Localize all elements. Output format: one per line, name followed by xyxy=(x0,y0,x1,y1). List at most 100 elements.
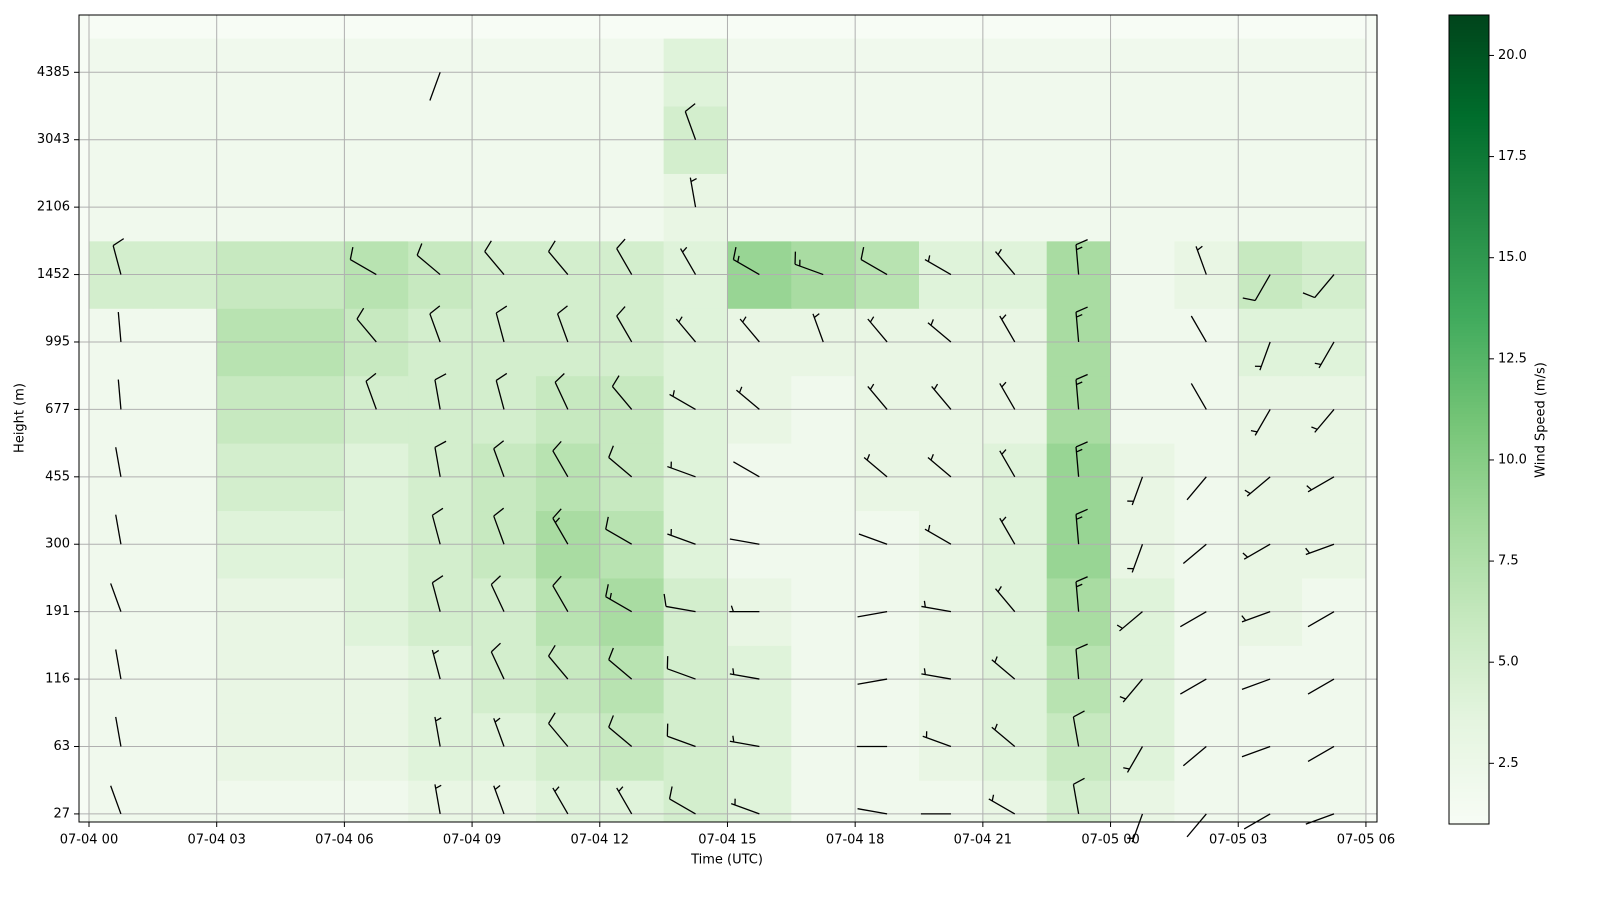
heatmap-cell xyxy=(919,780,984,823)
wind-barb xyxy=(431,575,444,612)
colorbar-segment xyxy=(1449,213,1489,217)
wind-barb xyxy=(1123,746,1144,773)
colorbar-segment xyxy=(1449,507,1489,511)
colorbar-segment xyxy=(1449,54,1489,58)
colorbar-segment xyxy=(1449,795,1489,799)
colorbar-tick-label: 2.5 xyxy=(1498,756,1519,771)
colorbar-segment xyxy=(1449,690,1489,694)
wind-barb xyxy=(431,649,441,680)
colorbar-segment xyxy=(1449,624,1489,628)
colorbar-segment xyxy=(1449,531,1489,535)
y-axis-label: Height (m) xyxy=(13,383,28,453)
wind-barb xyxy=(605,584,633,613)
wind-barb xyxy=(1127,476,1144,506)
colorbar-segment xyxy=(1449,303,1489,307)
colorbar-segment xyxy=(1449,654,1489,658)
colorbar-segment xyxy=(1449,768,1489,772)
colorbar-segment xyxy=(1449,771,1489,775)
colorbar-segment xyxy=(1449,315,1489,319)
colorbar-segment xyxy=(1449,495,1489,499)
colorbar-segment xyxy=(1449,504,1489,508)
colorbar-segment xyxy=(1449,174,1489,178)
colorbar-segment xyxy=(1449,399,1489,403)
wind-barb xyxy=(110,583,122,612)
colorbar-segment xyxy=(1449,24,1489,28)
wind-barb xyxy=(1307,678,1335,695)
wind-barb xyxy=(730,798,760,815)
colorbar-segment xyxy=(1449,492,1489,496)
wind-barb xyxy=(1075,373,1088,410)
heatmap-cell xyxy=(535,780,601,823)
wind-barb xyxy=(117,379,122,410)
colorbar-segment xyxy=(1449,432,1489,436)
colorbar-segment xyxy=(1449,582,1489,586)
colorbar-segment xyxy=(1449,735,1489,739)
colorbar-segment xyxy=(1449,411,1489,415)
wind-barb xyxy=(675,316,697,343)
x-tick-label: 07-05 03 xyxy=(1209,833,1267,848)
colorbar-segment xyxy=(1449,366,1489,370)
colorbar-segment xyxy=(1449,108,1489,112)
colorbar-segment xyxy=(1449,249,1489,253)
wind-barb xyxy=(548,240,569,275)
heatmap-cell xyxy=(408,780,473,823)
colorbar-segment xyxy=(1449,414,1489,418)
colorbar-segment xyxy=(1449,669,1489,673)
y-tick-label: 63 xyxy=(53,739,70,754)
heatmap-cell xyxy=(855,780,920,823)
colorbar-segment xyxy=(1449,474,1489,478)
wind-barb xyxy=(729,605,760,613)
heatmap-cell xyxy=(89,780,154,823)
colorbar-segment xyxy=(1449,78,1489,82)
colorbar-tick-label: 12.5 xyxy=(1498,351,1527,366)
colorbar-segment xyxy=(1449,276,1489,280)
colorbar-segment xyxy=(1449,660,1489,664)
colorbar-segment xyxy=(1449,222,1489,226)
colorbar-segment xyxy=(1449,561,1489,565)
colorbar-segment xyxy=(1449,639,1489,643)
wind-barb xyxy=(1190,383,1207,410)
colorbar-tick-label: 15.0 xyxy=(1498,250,1527,265)
colorbar-segment xyxy=(1449,165,1489,169)
heatmap-cell xyxy=(1174,780,1239,823)
colorbar-segment xyxy=(1449,186,1489,190)
colorbar-segment xyxy=(1449,402,1489,406)
heatmap xyxy=(79,15,1377,823)
colorbar-segment xyxy=(1449,351,1489,355)
colorbar-segment xyxy=(1449,816,1489,820)
heatmap-cell xyxy=(1046,780,1112,823)
colorbar-segment xyxy=(1449,501,1489,505)
colorbar-segment xyxy=(1449,705,1489,709)
wind-barb xyxy=(684,103,697,140)
wind-barb xyxy=(434,716,442,747)
colorbar-segment xyxy=(1449,96,1489,100)
colorbar-segment xyxy=(1449,63,1489,67)
wind-barb xyxy=(857,678,888,685)
wind-barb xyxy=(493,717,505,747)
colorbar-segment xyxy=(1449,33,1489,37)
wind-barb xyxy=(493,440,505,478)
colorbar-segment xyxy=(1449,237,1489,241)
colorbar-segment xyxy=(1449,150,1489,154)
wind-barb xyxy=(429,305,441,343)
x-tick-label: 07-04 12 xyxy=(571,833,629,848)
colorbar-segment xyxy=(1449,681,1489,685)
wind-barb xyxy=(1241,745,1271,758)
wind-barb xyxy=(112,238,125,275)
colorbar-segment xyxy=(1449,576,1489,580)
wind-barb xyxy=(1116,611,1143,632)
wind-barb xyxy=(1186,476,1207,501)
wind-barb xyxy=(994,248,1016,275)
wind-barb xyxy=(1072,777,1085,815)
wind-barb xyxy=(1307,611,1335,628)
wind-barb xyxy=(1127,813,1144,843)
wind-barb xyxy=(667,529,696,545)
wind-barb xyxy=(1314,341,1335,369)
colorbar-segment xyxy=(1449,348,1489,352)
colorbar-segment xyxy=(1449,765,1489,769)
colorbar-segment xyxy=(1449,486,1489,490)
colorbar-segment xyxy=(1449,330,1489,334)
wind-barb xyxy=(434,784,442,815)
heatmap-cell xyxy=(1110,780,1175,823)
wind-barb xyxy=(999,314,1016,343)
